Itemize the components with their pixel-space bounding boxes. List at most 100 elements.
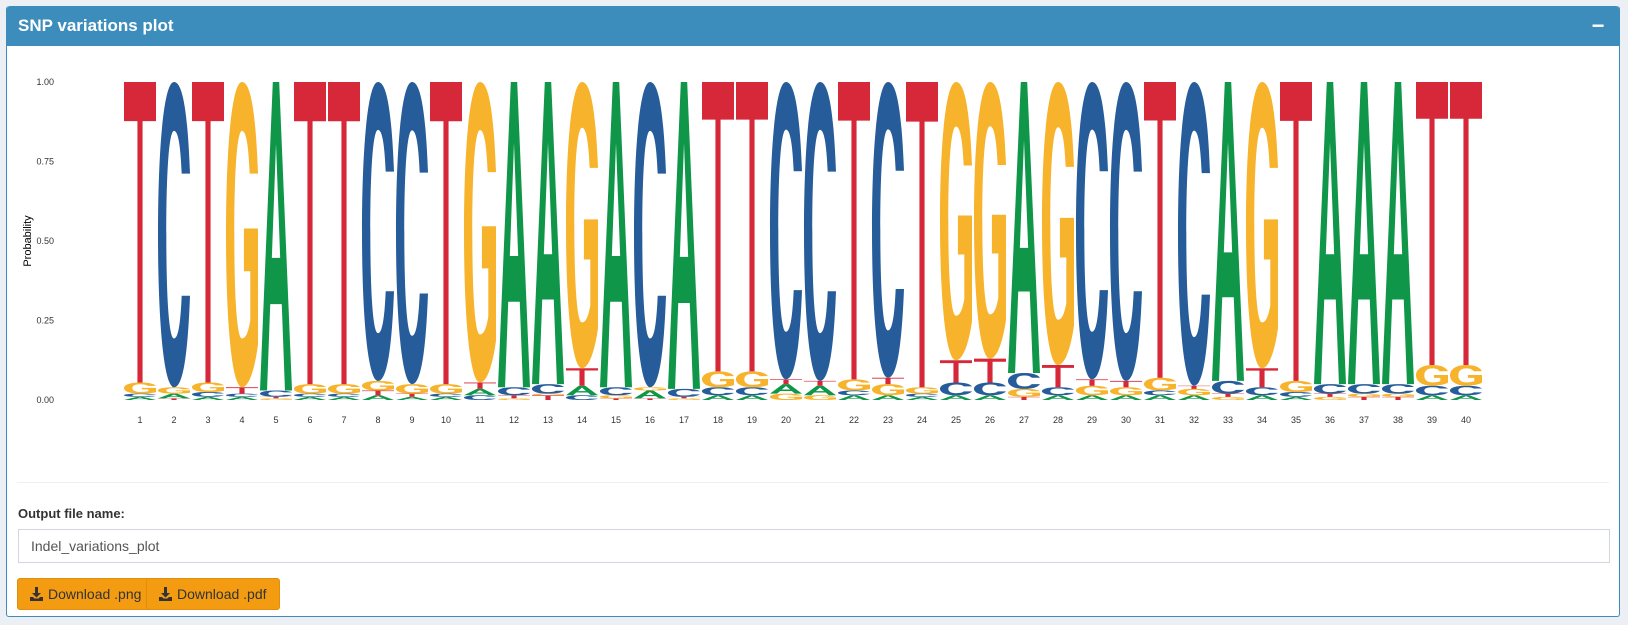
logo-letter-T <box>124 82 156 383</box>
download-png-button[interactable]: Download .png <box>17 578 155 610</box>
logo-letters <box>124 82 1482 400</box>
logo-letter-C <box>770 82 802 380</box>
y-axis: 0.00 0.25 0.50 0.75 1.00 Probability <box>22 77 54 405</box>
logo-letter-G <box>464 82 496 383</box>
logo-letter-G <box>430 384 462 394</box>
logo-letter-G <box>1144 377 1176 391</box>
logo-letter-C <box>1382 384 1414 394</box>
x-tick-label: 40 <box>1461 415 1471 425</box>
x-tick-label: 39 <box>1427 415 1437 425</box>
logo-letter-C <box>668 388 700 397</box>
logo-letter-A <box>940 395 972 400</box>
x-tick-label: 34 <box>1257 415 1267 425</box>
x-tick-label: 10 <box>441 415 451 425</box>
snp-plot-panel: SNP variations plot − 0.00 0.25 0.50 0.75 1.… <box>6 6 1620 617</box>
divider <box>17 482 1609 483</box>
logo-letter-A <box>430 396 462 400</box>
x-tick-label: 6 <box>307 415 312 425</box>
logo-letter-A <box>872 395 904 400</box>
x-tick-label: 18 <box>713 415 723 425</box>
logo-letter-G <box>1178 388 1210 396</box>
x-tick-label: 35 <box>1291 415 1301 425</box>
logo-letter-T <box>1212 393 1244 397</box>
logo-letter-C <box>294 393 326 397</box>
x-tick-label: 30 <box>1121 415 1131 425</box>
logo-letter-T <box>1450 82 1482 366</box>
logo-letter-G <box>1008 388 1040 397</box>
x-tick-label: 14 <box>577 415 587 425</box>
logo-letter-T <box>736 82 768 372</box>
logo-letter-C <box>362 82 394 381</box>
logo-letter-C <box>1178 82 1210 386</box>
logo-letter-A <box>158 393 190 399</box>
x-tick-label: 4 <box>239 415 244 425</box>
logo-letter-T <box>872 377 904 385</box>
logo-letter-G <box>872 384 904 396</box>
x-tick-label: 33 <box>1223 415 1233 425</box>
logo-letter-C <box>328 393 360 397</box>
logo-letter-A <box>396 396 428 400</box>
logo-letter-A <box>974 395 1006 400</box>
download-pdf-label: Download .pdf <box>177 586 267 602</box>
logo-letter-T <box>1348 396 1380 400</box>
x-tick-label: 21 <box>815 415 825 425</box>
logo-letter-C <box>906 393 938 397</box>
logo-letter-C <box>1314 384 1346 394</box>
logo-letter-T <box>260 396 292 399</box>
logo-letter-T <box>940 360 972 383</box>
logo-letter-T <box>1280 82 1312 381</box>
logo-letter-C <box>260 390 292 397</box>
x-tick-label: 9 <box>409 415 414 425</box>
y-tick-label: 1.00 <box>36 77 54 87</box>
logo-letter-A <box>736 395 768 400</box>
logo-letter-G <box>532 393 564 396</box>
y-tick-label: 0.50 <box>36 236 54 246</box>
logo-letter-A <box>1212 82 1244 381</box>
logo-letter-G <box>736 371 768 388</box>
panel-header: SNP variations plot − <box>7 6 1619 46</box>
y-tick-label: 0.00 <box>36 395 54 405</box>
output-file-name-input[interactable] <box>18 529 1610 563</box>
x-tick-label: 19 <box>747 415 757 425</box>
logo-letter-A <box>226 396 258 400</box>
logo-letter-T <box>634 398 666 400</box>
logo-letter-A <box>1144 395 1176 400</box>
x-tick-label: 22 <box>849 415 859 425</box>
logo-letter-G <box>192 382 224 393</box>
logo-letter-C <box>1110 82 1142 381</box>
logo-letter-T <box>838 82 870 380</box>
logo-letter-C <box>396 82 428 385</box>
x-tick-label: 38 <box>1393 415 1403 425</box>
logo-letter-C <box>532 384 564 394</box>
logo-letter-G <box>1450 365 1482 386</box>
x-tick-label: 12 <box>509 415 519 425</box>
logo-letter-C <box>430 393 462 397</box>
x-tick-label: 20 <box>781 415 791 425</box>
logo-letter-T <box>1246 368 1278 388</box>
logo-letter-G <box>1382 393 1414 397</box>
x-tick-label: 24 <box>917 415 927 425</box>
logo-letter-G <box>1348 393 1380 397</box>
logo-letter-G <box>1076 385 1108 396</box>
logo-letter-T <box>1144 82 1176 378</box>
logo-letter-T <box>328 82 360 385</box>
logo-letter-T <box>294 82 326 385</box>
y-tick-label: 0.75 <box>36 157 54 167</box>
logo-letter-C <box>1042 387 1074 396</box>
logo-letter-T <box>362 390 394 396</box>
logo-letter-C <box>1246 387 1278 396</box>
logo-letter-A <box>1042 395 1074 400</box>
logo-letter-C <box>974 382 1006 396</box>
logo-letter-T <box>158 398 190 400</box>
logo-letter-G <box>1246 82 1278 369</box>
logo-letter-C <box>1212 380 1244 394</box>
download-pdf-button[interactable]: Download .pdf <box>146 578 280 610</box>
logo-letter-G <box>294 384 326 394</box>
collapse-button[interactable]: − <box>1591 13 1605 38</box>
logo-letter-A <box>1076 395 1108 400</box>
logo-letter-G <box>838 379 870 391</box>
logo-letter-C <box>464 395 496 400</box>
logo-letter-T <box>1076 379 1108 386</box>
logo-letter-T <box>226 387 258 394</box>
